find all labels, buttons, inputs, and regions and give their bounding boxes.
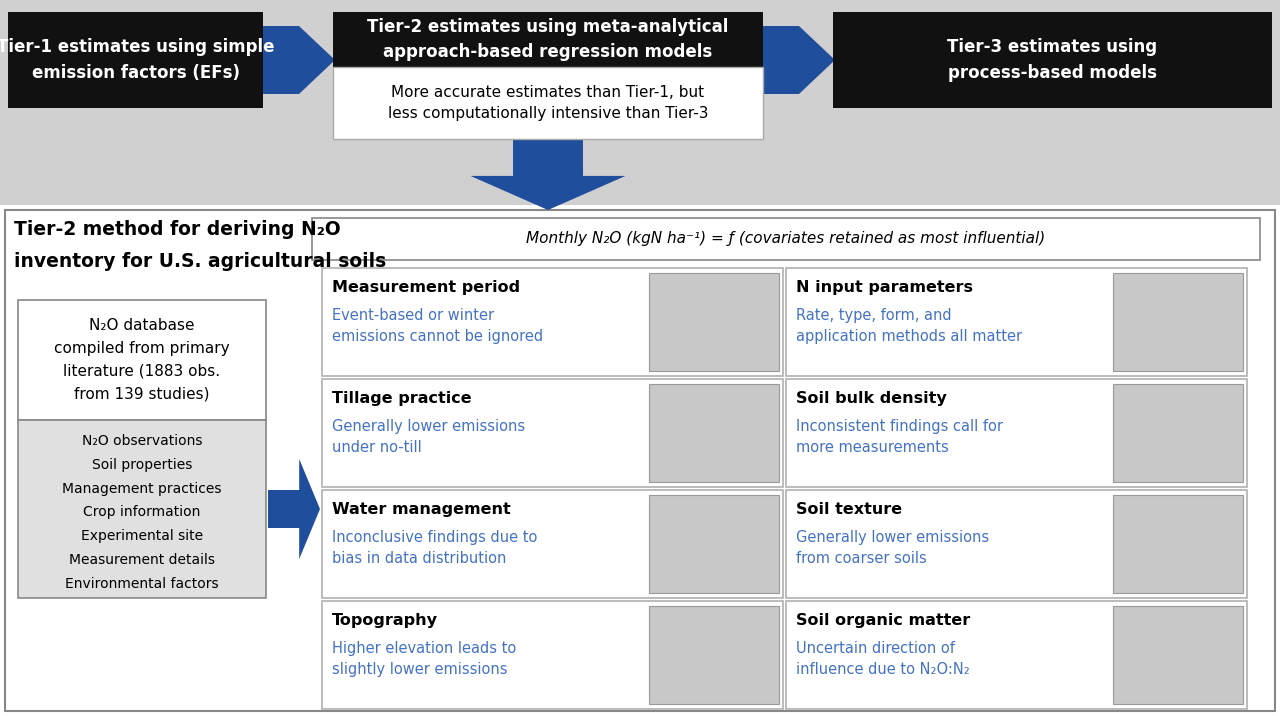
Text: Uncertain direction of
influence due to N₂O:N₂: Uncertain direction of influence due to … xyxy=(796,641,970,677)
Bar xyxy=(833,12,1272,108)
Text: Management practices: Management practices xyxy=(63,482,221,495)
Text: Generally lower emissions
under no-till: Generally lower emissions under no-till xyxy=(332,419,525,455)
Bar xyxy=(323,601,783,709)
Text: inventory for U.S. agricultural soils: inventory for U.S. agricultural soils xyxy=(14,252,387,271)
Text: Monthly N₂O (kgN ha⁻¹) = ƒ (covariates retained as most influential): Monthly N₂O (kgN ha⁻¹) = ƒ (covariates r… xyxy=(526,231,1046,246)
Bar xyxy=(786,490,1247,598)
Text: Inconsistent findings call for
more measurements: Inconsistent findings call for more meas… xyxy=(796,419,1004,455)
Polygon shape xyxy=(268,459,320,559)
Bar xyxy=(323,490,783,598)
Text: N₂O observations: N₂O observations xyxy=(82,434,202,448)
Bar xyxy=(5,210,1275,711)
Polygon shape xyxy=(262,26,335,94)
Text: Experimental site: Experimental site xyxy=(81,529,204,543)
Text: Tier-1 estimates using simple
emission factors (EFs): Tier-1 estimates using simple emission f… xyxy=(0,39,274,82)
Text: Crop information: Crop information xyxy=(83,505,201,519)
Text: Tillage practice: Tillage practice xyxy=(332,391,471,406)
Text: Generally lower emissions
from coarser soils: Generally lower emissions from coarser s… xyxy=(796,530,989,566)
Bar xyxy=(323,268,783,376)
Bar xyxy=(333,12,763,67)
Text: Soil organic matter: Soil organic matter xyxy=(796,613,970,628)
Text: N input parameters: N input parameters xyxy=(796,280,973,295)
Bar xyxy=(1114,273,1243,371)
Bar xyxy=(0,0,1280,205)
Bar xyxy=(786,268,1247,376)
Text: Soil texture: Soil texture xyxy=(796,502,902,517)
Text: Environmental factors: Environmental factors xyxy=(65,577,219,591)
Bar xyxy=(333,67,763,139)
Bar xyxy=(8,12,262,108)
Bar xyxy=(786,379,1247,487)
Bar xyxy=(323,379,783,487)
Text: Inconclusive findings due to
bias in data distribution: Inconclusive findings due to bias in dat… xyxy=(332,530,538,566)
Bar xyxy=(649,273,780,371)
Bar xyxy=(18,300,266,420)
Bar xyxy=(1114,384,1243,482)
Bar xyxy=(18,420,266,598)
Bar xyxy=(786,601,1247,709)
Text: Tier-2 method for deriving N₂O: Tier-2 method for deriving N₂O xyxy=(14,220,340,239)
Text: Soil properties: Soil properties xyxy=(92,458,192,472)
Text: Tier-2 estimates using meta-analytical
approach-based regression models: Tier-2 estimates using meta-analytical a… xyxy=(367,19,728,61)
Text: Tier-3 estimates using
process-based models: Tier-3 estimates using process-based mod… xyxy=(947,39,1157,82)
Bar xyxy=(1114,606,1243,704)
Text: Soil bulk density: Soil bulk density xyxy=(796,391,947,406)
Text: Topography: Topography xyxy=(332,613,438,628)
Text: More accurate estimates than Tier-1, but
less computationally intensive than Tie: More accurate estimates than Tier-1, but… xyxy=(388,85,708,121)
Bar xyxy=(1114,495,1243,593)
Text: Measurement details: Measurement details xyxy=(69,553,215,567)
Text: Event-based or winter
emissions cannot be ignored: Event-based or winter emissions cannot b… xyxy=(332,308,543,344)
Text: N₂O database
compiled from primary
literature (1883 obs.
from 139 studies): N₂O database compiled from primary liter… xyxy=(54,319,230,402)
Bar xyxy=(312,218,1260,260)
Text: Measurement period: Measurement period xyxy=(332,280,520,295)
Text: Rate, type, form, and
application methods all matter: Rate, type, form, and application method… xyxy=(796,308,1023,344)
Polygon shape xyxy=(471,139,626,210)
Text: Higher elevation leads to
slightly lower emissions: Higher elevation leads to slightly lower… xyxy=(332,641,516,677)
Bar xyxy=(649,384,780,482)
Bar xyxy=(649,606,780,704)
Text: Water management: Water management xyxy=(332,502,511,517)
Polygon shape xyxy=(763,26,835,94)
Bar xyxy=(649,495,780,593)
